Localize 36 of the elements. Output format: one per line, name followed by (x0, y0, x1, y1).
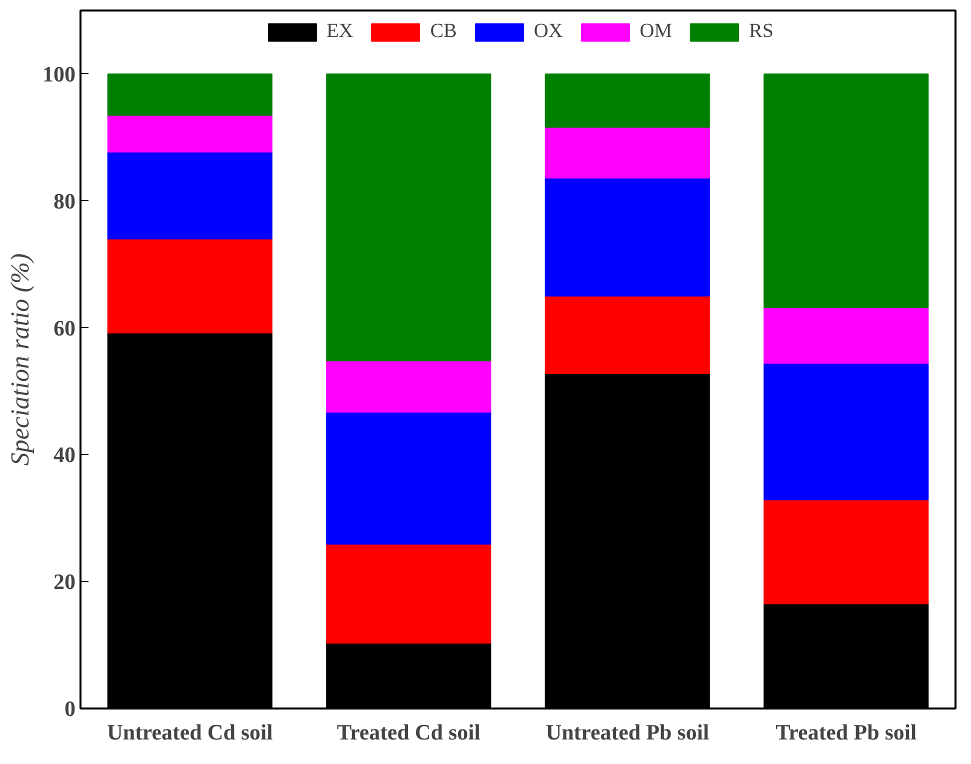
bar (764, 499, 929, 604)
bar (764, 603, 929, 708)
bar (764, 306, 929, 364)
legend-label: OM (640, 20, 672, 43)
y-tick-label: 80 (54, 188, 76, 214)
x-tick-label: Treated Pb soil (776, 720, 917, 744)
bar (107, 238, 272, 334)
y-tick-label: 40 (54, 442, 76, 468)
bar (326, 412, 492, 545)
bar (326, 73, 492, 362)
y-tick-label: 100 (42, 61, 76, 86)
bar (544, 126, 710, 179)
y-tick-label: 60 (54, 315, 76, 340)
legend-label: EX (326, 20, 354, 43)
bar (326, 544, 492, 644)
bar (544, 372, 710, 708)
x-tick-label: Untreated Pb soil (546, 720, 710, 744)
y-tick-label: 20 (54, 569, 76, 594)
legend-label: OX (534, 20, 563, 43)
bar (107, 114, 272, 153)
bar (544, 296, 710, 374)
x-tick-label: Untreated Cd soil (106, 720, 273, 744)
bar (326, 360, 492, 413)
y-tick-label: 0 (64, 696, 76, 721)
legend-label: RS (749, 20, 774, 43)
bar (107, 73, 272, 116)
bar (107, 332, 272, 708)
x-tick-label: Treated Cd soil (336, 720, 480, 744)
bar (107, 152, 272, 240)
y-axis-title: Speciation ratio (%) (6, 253, 34, 466)
bar (544, 73, 710, 128)
bar (764, 362, 929, 500)
bar (764, 73, 929, 308)
legend-label: CB (430, 20, 457, 43)
bar (544, 178, 710, 297)
bar (326, 642, 492, 708)
